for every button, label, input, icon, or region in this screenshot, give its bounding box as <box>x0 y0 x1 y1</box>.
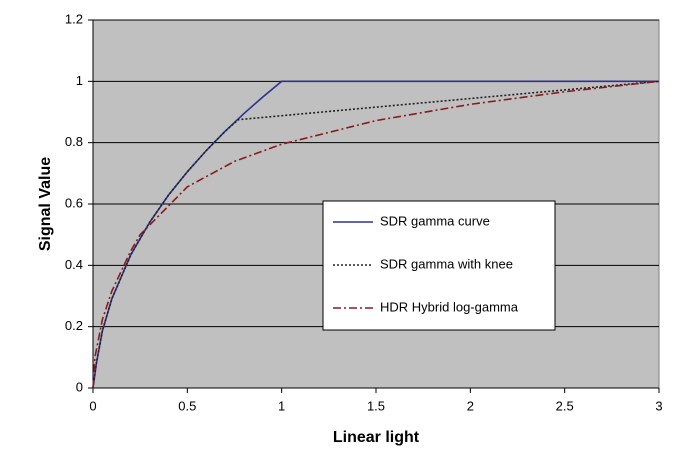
y-tick-label: 0.8 <box>65 134 83 149</box>
y-tick-label: 1 <box>76 73 83 88</box>
y-tick-label: 0 <box>76 379 83 394</box>
series-line <box>92 80 660 389</box>
y-axis-title: Signal Value <box>37 157 54 251</box>
x-axis-title: Linear light <box>333 429 420 446</box>
y-tick-label: 0.4 <box>65 257 83 272</box>
y-tick-label: 0.2 <box>65 318 83 333</box>
x-tick-label: 2.5 <box>556 398 574 413</box>
x-tick-label: 1.5 <box>367 398 385 413</box>
x-tick-label: 1 <box>278 398 285 413</box>
x-tick-label: 0 <box>89 398 96 413</box>
legend-label: SDR gamma curve <box>380 213 490 228</box>
y-tick-label: 0.6 <box>65 195 83 210</box>
legend-label: SDR gamma with knee <box>380 256 513 271</box>
x-tick-label: 0.5 <box>178 398 196 413</box>
series-line <box>92 80 660 389</box>
legend-label: HDR Hybrid log-gamma <box>380 299 519 314</box>
y-tick-label: 1.2 <box>65 11 83 26</box>
x-tick-label: 3 <box>655 398 662 413</box>
legend: SDR gamma curve SDR gamma with knee HDR Hy… <box>322 200 556 331</box>
x-tick-label: 2 <box>467 398 474 413</box>
